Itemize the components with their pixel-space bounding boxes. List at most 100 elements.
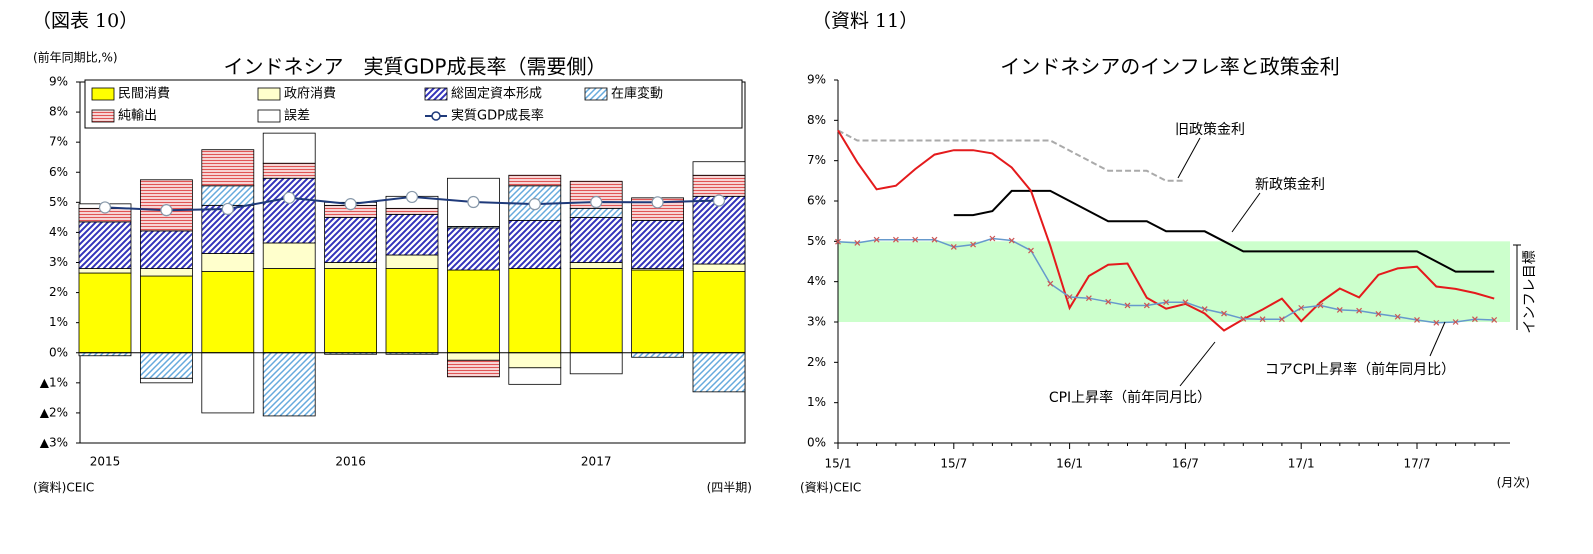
- bar-segment: [569, 180, 623, 209]
- y-tick-label: ▲3%: [40, 436, 68, 450]
- legend-label: 在庫変動: [611, 86, 663, 102]
- x-tick-label: 2017: [581, 455, 612, 469]
- marker: [221, 202, 234, 216]
- y-tick-label: 8%: [49, 105, 68, 119]
- marker: [98, 201, 112, 214]
- marker: [1047, 280, 1054, 287]
- marker: [1278, 316, 1285, 323]
- band-bracket: [1513, 244, 1521, 330]
- marker: [1259, 316, 1266, 323]
- bar-segment: [139, 377, 193, 384]
- legend-swatch: [424, 87, 448, 101]
- bar-segment: [569, 262, 623, 269]
- bar-segment: [201, 253, 255, 272]
- y-tick-label: 3%: [807, 315, 826, 329]
- bar-segment: [446, 269, 500, 354]
- figure-label: （図表 10）: [32, 10, 138, 32]
- y-tick-label: 9%: [49, 75, 68, 89]
- bar-segment: [385, 268, 439, 354]
- marker: [1433, 319, 1440, 326]
- x-tick-label: 16/1: [1056, 457, 1083, 471]
- marker: [1375, 311, 1382, 317]
- x-tick-label: 16/7: [1172, 457, 1199, 471]
- legend-marker: [431, 111, 441, 121]
- marker: [590, 195, 603, 209]
- marker: [712, 194, 726, 207]
- y-tick-label: 5%: [49, 195, 68, 209]
- bar-segment: [262, 268, 316, 354]
- marker: [405, 190, 419, 204]
- y-tick-label: 2%: [807, 355, 826, 369]
- marker: [1085, 295, 1092, 302]
- bar-segment: [78, 221, 132, 269]
- bar-segment: [324, 216, 378, 263]
- y-tick-label: 0%: [49, 345, 68, 359]
- bar-segment: [692, 195, 746, 265]
- marker: [344, 198, 357, 211]
- bar-segment: [631, 352, 684, 358]
- bar-segment: [569, 352, 623, 375]
- leader-line: [1177, 137, 1201, 179]
- legend-label: 純輸出: [118, 109, 157, 124]
- x-unit: (四半期): [707, 481, 752, 495]
- marker: [1105, 298, 1112, 305]
- marker: [835, 238, 841, 245]
- series-label: 旧政策金利: [1175, 121, 1245, 138]
- marker: [854, 240, 861, 246]
- x-tick-label: 17/7: [1404, 457, 1431, 471]
- marker: [1182, 299, 1189, 306]
- marker: [892, 236, 899, 243]
- bar-segment: [78, 272, 132, 354]
- marker: [1471, 316, 1478, 323]
- marker: [1491, 317, 1498, 323]
- chart-title: インドネシアのインフレ率と政策金利: [1000, 55, 1339, 79]
- marker: [1240, 315, 1247, 322]
- unit-label: (前年同期比,%): [33, 50, 118, 65]
- marker: [931, 236, 938, 243]
- legend-label: 民間消費: [118, 87, 170, 102]
- bar-segment: [446, 227, 500, 271]
- x-unit: (月次): [1497, 476, 1530, 490]
- x-tick-label: 2016: [335, 455, 366, 469]
- bar-segment: [446, 359, 500, 378]
- marker: [1336, 306, 1343, 313]
- legend-swatch: [91, 87, 115, 101]
- bar-segment: [692, 161, 746, 176]
- y-tick-label: 5%: [807, 234, 826, 248]
- marker: [912, 236, 919, 243]
- marker: [1452, 319, 1459, 325]
- source: (資料)CEIC: [800, 481, 861, 495]
- y-tick-label: 4%: [49, 225, 68, 239]
- bar-segment: [508, 174, 562, 187]
- bar-segment: [139, 268, 193, 277]
- series-line: [837, 129, 1186, 182]
- bar-segment: [385, 254, 439, 269]
- marker: [283, 191, 296, 204]
- legend-swatch: [257, 109, 281, 123]
- bar-segment: [508, 367, 562, 385]
- bar-segment: [201, 271, 255, 354]
- marker: [1298, 304, 1305, 311]
- y-tick-label: 7%: [49, 135, 68, 149]
- marker: [160, 204, 173, 217]
- series-line: [953, 189, 1495, 273]
- marker: [989, 235, 996, 242]
- series-label: 新政策金利: [1255, 176, 1325, 193]
- y-tick-label: 8%: [807, 113, 826, 127]
- bar-segment: [201, 185, 255, 206]
- y-tick-label: 6%: [807, 194, 826, 208]
- y-tick-label: 7%: [807, 153, 826, 167]
- y-tick-label: 1%: [807, 395, 826, 409]
- marker: [873, 236, 880, 243]
- y-tick-label: ▲2%: [40, 405, 68, 419]
- bar-segment: [569, 268, 623, 354]
- legend-swatch: [584, 87, 608, 101]
- x-tick-label: 17/1: [1288, 457, 1315, 471]
- bar-segment: [385, 207, 439, 215]
- bar-segment: [262, 132, 316, 164]
- bar-segment: [569, 207, 623, 218]
- marker: [528, 198, 541, 211]
- y-tick-label: ▲1%: [40, 375, 68, 389]
- chart-title: インドネシア 実質GDP成長率（需要側）: [224, 55, 607, 79]
